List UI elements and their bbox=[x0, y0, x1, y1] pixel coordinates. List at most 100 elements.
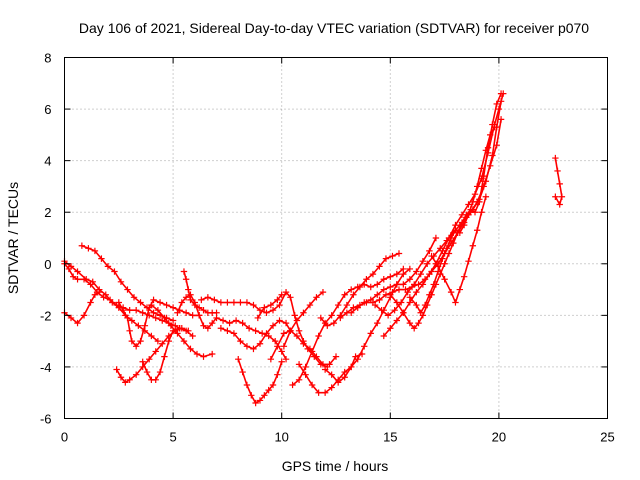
series-trace bbox=[324, 353, 363, 384]
series-trace bbox=[150, 304, 213, 358]
data-point bbox=[356, 283, 364, 291]
data-point bbox=[434, 263, 442, 270]
y-tick-label: 6 bbox=[44, 102, 51, 117]
data-point bbox=[480, 172, 487, 180]
y-tick-label: -2 bbox=[40, 308, 52, 323]
x-tick-label: 5 bbox=[169, 430, 176, 445]
data-point bbox=[315, 332, 322, 340]
data-point bbox=[410, 281, 418, 288]
data-point bbox=[348, 286, 355, 293]
data-point bbox=[185, 286, 192, 293]
data-point bbox=[315, 389, 322, 396]
data-point bbox=[406, 276, 414, 283]
data-point bbox=[482, 147, 490, 154]
data-point bbox=[78, 242, 86, 249]
data-point bbox=[376, 296, 383, 304]
x-tick-label: 20 bbox=[492, 430, 506, 445]
data-point bbox=[439, 255, 446, 262]
series-s2 bbox=[61, 288, 103, 327]
data-point bbox=[126, 307, 133, 314]
data-point bbox=[169, 304, 177, 311]
series-s10 bbox=[180, 268, 220, 316]
data-point bbox=[350, 291, 357, 298]
data-point bbox=[217, 299, 225, 306]
data-point bbox=[295, 327, 303, 335]
data-point bbox=[391, 307, 398, 314]
data-point bbox=[393, 299, 401, 306]
data-point bbox=[152, 314, 159, 322]
y-tick-label: 8 bbox=[44, 51, 51, 66]
data-point bbox=[269, 307, 277, 314]
data-point bbox=[124, 286, 131, 293]
y-tick-label: 2 bbox=[44, 205, 51, 220]
series-trace bbox=[237, 358, 283, 404]
data-point bbox=[217, 325, 225, 332]
data-point bbox=[374, 281, 381, 288]
data-point bbox=[419, 258, 427, 265]
data-point bbox=[406, 294, 414, 301]
data-point bbox=[348, 363, 355, 371]
data-point bbox=[278, 291, 285, 298]
data-point bbox=[387, 325, 394, 332]
axis-ticks: 0 5 10 15 20 25 -6 -4 -2 0 2 4 6 8 bbox=[40, 51, 615, 445]
data-point bbox=[328, 371, 335, 378]
data-point bbox=[232, 317, 240, 324]
data-point bbox=[280, 330, 288, 337]
data-point bbox=[395, 286, 403, 293]
data-point bbox=[439, 247, 446, 255]
data-point bbox=[189, 312, 196, 319]
data-point bbox=[489, 152, 496, 159]
x-tick-label: 25 bbox=[600, 430, 614, 445]
data-point bbox=[239, 319, 246, 327]
data-point bbox=[287, 294, 294, 301]
data-point bbox=[213, 309, 220, 316]
data-point bbox=[413, 301, 420, 309]
data-point bbox=[493, 100, 500, 108]
data-point bbox=[182, 309, 190, 316]
data-point bbox=[263, 330, 270, 337]
data-point bbox=[556, 180, 563, 188]
data-point bbox=[98, 255, 105, 262]
data-point bbox=[165, 337, 172, 345]
data-point bbox=[87, 281, 94, 288]
series-s13 bbox=[235, 355, 285, 407]
data-point bbox=[328, 384, 335, 391]
y-axis-label: SDTVAR / TECUs bbox=[5, 182, 21, 294]
data-point bbox=[308, 381, 316, 389]
data-point bbox=[128, 337, 136, 345]
data-point bbox=[361, 299, 368, 306]
series-s5 bbox=[115, 296, 203, 350]
data-point bbox=[460, 273, 468, 280]
data-point bbox=[295, 376, 303, 384]
data-point bbox=[552, 193, 559, 200]
data-point bbox=[135, 322, 142, 329]
data-point bbox=[445, 250, 453, 257]
series-trace bbox=[554, 157, 563, 206]
data-point bbox=[410, 325, 418, 332]
data-point bbox=[211, 296, 218, 304]
data-point bbox=[447, 234, 455, 242]
data-point bbox=[319, 361, 327, 368]
data-point bbox=[280, 343, 288, 350]
data-point bbox=[469, 198, 477, 206]
data-point bbox=[230, 299, 238, 306]
data-point bbox=[330, 319, 338, 327]
data-point bbox=[452, 299, 459, 306]
data-point bbox=[384, 312, 392, 319]
data-point bbox=[421, 301, 429, 309]
data-point bbox=[252, 399, 259, 407]
data-point bbox=[139, 309, 146, 316]
data-point bbox=[263, 309, 270, 316]
data-point bbox=[156, 368, 164, 376]
data-point bbox=[552, 154, 559, 162]
data-point bbox=[115, 299, 122, 306]
data-series bbox=[61, 90, 566, 407]
data-point bbox=[313, 294, 320, 301]
data-point bbox=[497, 90, 505, 97]
data-point bbox=[300, 340, 307, 347]
data-point bbox=[85, 245, 92, 252]
data-point bbox=[91, 247, 99, 255]
data-point bbox=[161, 353, 168, 360]
data-point bbox=[374, 291, 381, 298]
